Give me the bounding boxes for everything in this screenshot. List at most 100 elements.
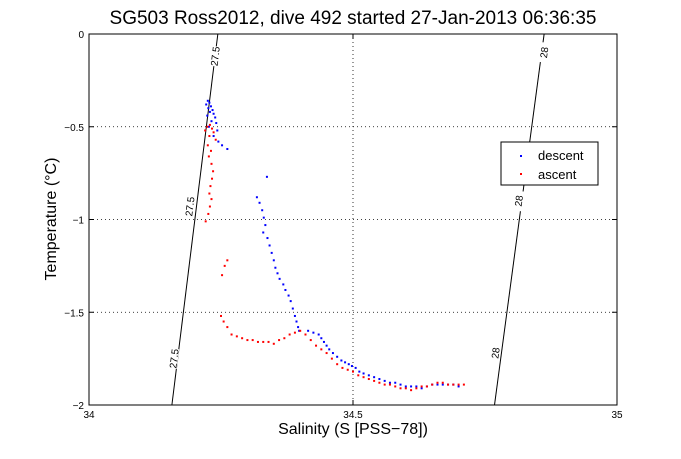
- grid: [89, 34, 617, 405]
- data-point-descent: [208, 110, 211, 113]
- isopycnal-label: 28: [514, 194, 526, 207]
- data-point-descent: [317, 333, 320, 336]
- data-point-ascent: [373, 379, 376, 382]
- data-point-descent: [284, 288, 287, 291]
- data-point-ascent: [378, 381, 381, 384]
- data-point-ascent: [436, 381, 439, 384]
- data-point-ascent: [204, 129, 207, 132]
- data-point-descent: [436, 383, 439, 386]
- data-point-ascent: [208, 205, 211, 208]
- data-point-ascent: [208, 123, 211, 126]
- legend-label-ascent: ascent: [538, 167, 577, 182]
- data-point-ascent: [415, 387, 418, 390]
- isopycnal-label-bg: [538, 42, 550, 63]
- data-point-ascent: [212, 170, 215, 173]
- data-point-ascent: [404, 387, 407, 390]
- data-point-ascent: [341, 366, 344, 369]
- data-point-descent: [312, 331, 315, 334]
- data-point-ascent: [309, 339, 312, 342]
- data-point-descent: [282, 283, 285, 286]
- data-point-ascent: [208, 135, 211, 138]
- data-point-ascent: [222, 320, 225, 323]
- data-point-descent: [362, 372, 365, 375]
- data-point-descent: [291, 307, 294, 310]
- data-point-descent: [420, 387, 423, 390]
- data-point-descent: [295, 320, 298, 323]
- data-point-descent: [404, 385, 407, 388]
- data-point-descent: [265, 175, 268, 178]
- legend-label-descent: descent: [538, 148, 584, 163]
- data-point-ascent: [256, 340, 259, 343]
- data-point-ascent: [441, 381, 444, 384]
- data-point-descent: [264, 224, 267, 227]
- legend: descent ascent: [500, 141, 599, 186]
- data-point-ascent: [410, 389, 413, 392]
- data-point-ascent: [293, 331, 296, 334]
- axis-ticks: 34 34.5 35 0 −0.5 −1 −1.5 −2: [64, 30, 623, 421]
- data-point-ascent: [211, 127, 214, 130]
- data-point-descent: [340, 359, 343, 362]
- data-point-ascent: [230, 333, 233, 336]
- isopycnal-line: [494, 33, 545, 406]
- data-point-descent: [388, 381, 391, 384]
- data-point-descent: [262, 231, 265, 234]
- x-axis-label: Salinity (S [PSS−78]): [278, 421, 428, 438]
- series-ascent: [204, 123, 465, 392]
- data-point-ascent: [288, 333, 291, 336]
- data-point-descent: [212, 112, 215, 115]
- data-point-ascent: [241, 337, 244, 340]
- data-point-descent: [258, 201, 261, 204]
- isopycnal-label: 27.5: [168, 348, 181, 369]
- data-point-ascent: [447, 383, 450, 386]
- data-point-ascent: [320, 348, 323, 351]
- isopycnal-label: 28: [539, 46, 551, 59]
- data-point-ascent: [204, 220, 207, 223]
- y-tick-label: −0.5: [64, 123, 84, 134]
- data-point-ascent: [226, 259, 229, 262]
- legend-box: [500, 141, 599, 186]
- data-point-descent: [208, 101, 211, 104]
- data-point-ascent: [262, 340, 265, 343]
- isopycnal-line: [171, 33, 219, 406]
- data-point-descent: [457, 385, 460, 388]
- data-point-ascent: [425, 385, 428, 388]
- data-point-descent: [289, 300, 292, 303]
- data-point-descent: [322, 340, 325, 343]
- data-point-descent: [266, 237, 269, 240]
- data-point-ascent: [206, 144, 209, 147]
- data-point-ascent: [208, 192, 211, 195]
- data-point-ascent: [235, 335, 238, 338]
- data-point-ascent: [352, 370, 354, 373]
- data-point-descent: [378, 378, 381, 381]
- data-point-descent: [347, 363, 350, 366]
- data-point-descent: [272, 259, 275, 262]
- data-point-descent: [206, 114, 209, 117]
- y-tick-label: −1: [73, 216, 85, 227]
- data-point-descent: [276, 272, 279, 275]
- y-tick-label: 0: [78, 30, 84, 41]
- data-point-ascent: [214, 138, 217, 141]
- isopycnal-label-bg: [490, 342, 501, 364]
- data-point-descent: [205, 103, 208, 106]
- data-point-descent: [293, 314, 296, 317]
- data-point-ascent: [315, 344, 318, 347]
- data-point-ascent: [246, 339, 249, 342]
- data-point-ascent: [330, 357, 333, 360]
- data-point-descent: [344, 361, 347, 364]
- data-point-descent: [212, 135, 215, 138]
- data-point-descent: [354, 366, 357, 369]
- data-point-ascent: [251, 339, 254, 342]
- y-axis-label: Temperature (°C): [43, 158, 60, 281]
- data-point-descent: [358, 370, 361, 373]
- data-point-ascent: [267, 340, 270, 343]
- data-point-ascent: [212, 131, 215, 134]
- x-tick-label: 35: [611, 410, 623, 421]
- data-point-ascent: [209, 149, 212, 152]
- data-point-descent: [441, 383, 444, 386]
- data-point-descent: [215, 122, 218, 125]
- series-descent: [205, 99, 460, 390]
- data-point-descent: [274, 266, 277, 269]
- isopycnal-lines: 27.5 27.5 27.5 28 28 28: [168, 33, 551, 406]
- data-point-ascent: [226, 326, 229, 329]
- data-point-ascent: [206, 125, 209, 128]
